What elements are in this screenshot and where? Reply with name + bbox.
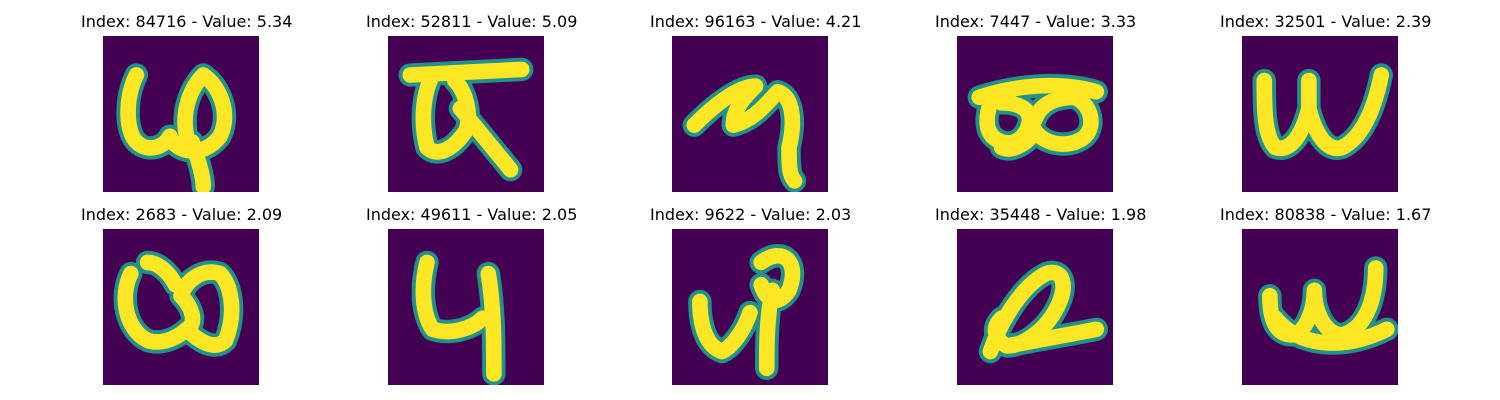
glyph-stroke (692, 248, 801, 377)
panel-title: Index: 2683 - Value: 2.09 (81, 205, 283, 224)
glyph-stroke (120, 67, 233, 192)
glyph-stroke (1262, 260, 1395, 351)
glyph-stroke (1256, 67, 1390, 156)
panel-title: Index: 52811 - Value: 5.09 (366, 12, 578, 31)
digit-image (672, 229, 828, 385)
image-background (388, 229, 544, 385)
panel-title: Index: 32501 - Value: 2.39 (1220, 12, 1432, 31)
digit-image (672, 36, 828, 192)
panel-title: Index: 9622 - Value: 2.03 (650, 205, 852, 224)
digit-image (388, 36, 544, 192)
digit-image (957, 229, 1113, 385)
panel-title: Index: 49611 - Value: 2.05 (366, 205, 578, 224)
glyph-stroke (971, 77, 1105, 157)
glyph-stroke (415, 254, 502, 382)
digit-image (103, 36, 259, 192)
panel-title: Index: 7447 - Value: 3.33 (935, 12, 1137, 31)
digit-image (1242, 229, 1398, 385)
glyph-stroke (686, 78, 803, 189)
panel-title: Index: 96163 - Value: 4.21 (650, 12, 862, 31)
glyph-stroke (982, 264, 1105, 360)
panel-title: Index: 35448 - Value: 1.98 (935, 205, 1147, 224)
digit-image (957, 36, 1113, 192)
panel-title: Index: 80838 - Value: 1.67 (1220, 205, 1432, 224)
panel-title: Index: 84716 - Value: 5.34 (81, 12, 293, 31)
digit-image (103, 229, 259, 385)
digit-image (1242, 36, 1398, 192)
image-background (957, 229, 1113, 385)
digit-image (388, 229, 544, 385)
glyph-stroke (117, 254, 240, 353)
glyph-stroke (402, 61, 530, 178)
